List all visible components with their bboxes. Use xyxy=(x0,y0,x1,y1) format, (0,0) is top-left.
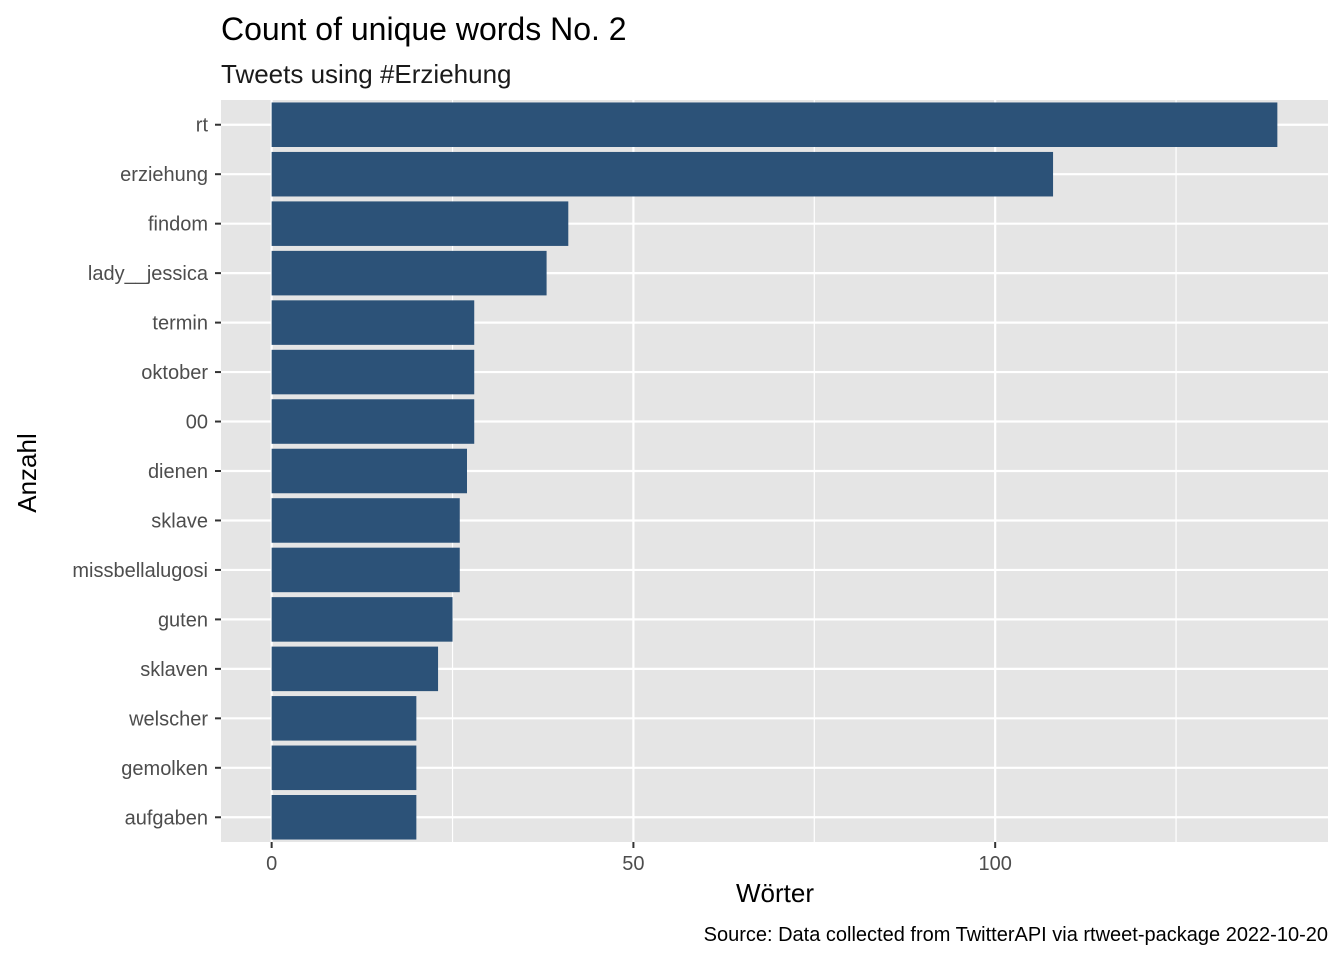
bar-termin xyxy=(271,300,475,345)
bar-sklave xyxy=(271,498,460,543)
y-tick-label: sklave xyxy=(151,510,208,532)
y-tick-label: guten xyxy=(158,609,208,631)
y-tick-label: findom xyxy=(148,214,208,236)
x-tick-label: 100 xyxy=(978,853,1011,875)
y-tick-label: 00 xyxy=(186,412,208,434)
y-tick-label: welscher xyxy=(128,708,208,730)
chart-subtitle: Tweets using #Erziehung xyxy=(221,59,512,89)
bar-rt xyxy=(271,102,1278,147)
y-tick-label: erziehung xyxy=(120,164,208,186)
bar-gemolken xyxy=(271,745,417,791)
y-tick-label: lady__jessica xyxy=(88,263,209,285)
x-tick-label: 0 xyxy=(266,853,277,875)
bar-00 xyxy=(271,399,475,444)
x-axis: 0 50 100 xyxy=(266,842,1012,875)
bar-oktober xyxy=(271,349,475,395)
bar-findom xyxy=(271,201,569,246)
bar-aufgaben xyxy=(271,795,417,840)
y-tick-label: termin xyxy=(152,313,208,335)
bar-welscher xyxy=(271,696,417,741)
x-axis-title: Wörter xyxy=(736,878,814,908)
y-tick-label: dienen xyxy=(148,461,208,483)
chart-caption: Source: Data collected from TwitterAPI v… xyxy=(704,924,1328,946)
bar-sklaven xyxy=(271,646,439,692)
y-tick-label: sklaven xyxy=(140,659,208,681)
chart-title: Count of unique words No. 2 xyxy=(221,11,627,47)
bar-erziehung xyxy=(271,151,1054,197)
y-tick-label: gemolken xyxy=(121,758,208,780)
x-tick-label: 50 xyxy=(622,853,644,875)
y-tick-label: rt xyxy=(196,115,209,137)
bars xyxy=(271,102,1278,840)
y-tick-label: oktober xyxy=(141,362,208,384)
y-tick-label: missbellalugosi xyxy=(72,560,208,582)
bar-guten xyxy=(271,597,453,642)
y-axis-title: Anzahl xyxy=(12,433,42,513)
bar-lady__jessica xyxy=(271,250,547,296)
y-tick-label: aufgaben xyxy=(125,807,208,829)
bar-dienen xyxy=(271,448,467,494)
bar-missbellalugosi xyxy=(271,547,460,593)
